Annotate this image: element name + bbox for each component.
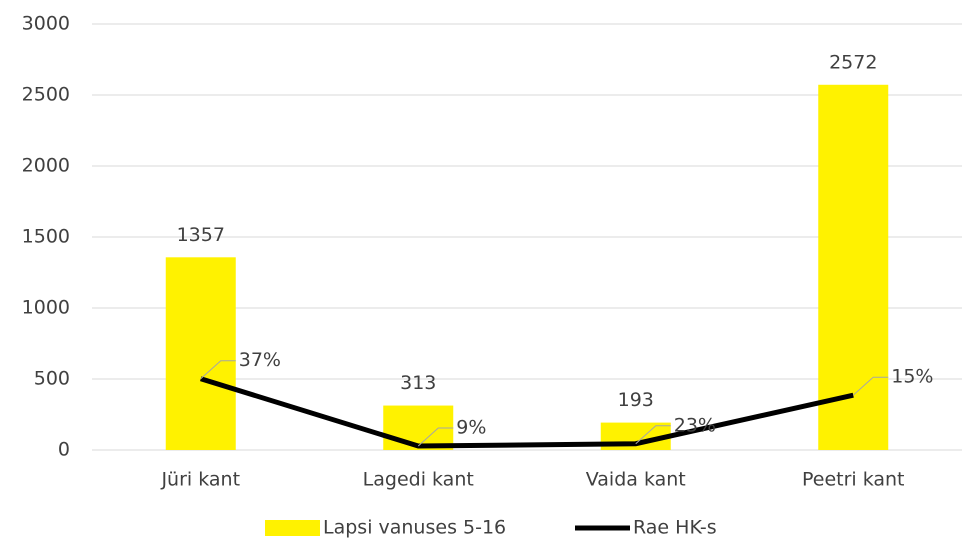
- legend-label: Rae HK-s: [633, 517, 717, 539]
- x-tick-label: Lagedi kant: [363, 469, 474, 491]
- legend-swatch: [265, 520, 320, 536]
- data-label: 2572: [829, 51, 877, 73]
- bar: [818, 84, 889, 450]
- y-tick-label: 1000: [22, 297, 70, 319]
- point-label: 15%: [891, 366, 933, 388]
- line: [200, 376, 854, 449]
- y-tick-label: 2500: [22, 84, 70, 106]
- y-tick-label: 2000: [22, 155, 70, 177]
- data-label: 313: [400, 372, 436, 394]
- y-tick-label: 0: [58, 439, 70, 461]
- point-label: 23%: [674, 414, 716, 436]
- leader-line: [417, 427, 454, 447]
- legend-label: Lapsi vanuses 5-16: [323, 517, 506, 539]
- leader-line: [635, 425, 671, 445]
- leader-line: [200, 360, 236, 380]
- y-tick-label: 500: [34, 368, 70, 390]
- y-tick-label: 1500: [22, 226, 70, 248]
- data-label: 1357: [177, 224, 225, 246]
- data-label: 193: [618, 389, 654, 411]
- y-tick-label: 3000: [22, 13, 70, 35]
- x-tick-label: Vaida kant: [586, 469, 686, 491]
- bar: [165, 257, 236, 450]
- x-tick-label: Peetri kant: [802, 469, 905, 491]
- leader-line: [852, 376, 889, 396]
- point-label: 9%: [456, 417, 486, 439]
- point-label: 37%: [239, 349, 281, 371]
- x-tick-label: Jüri kant: [160, 469, 240, 491]
